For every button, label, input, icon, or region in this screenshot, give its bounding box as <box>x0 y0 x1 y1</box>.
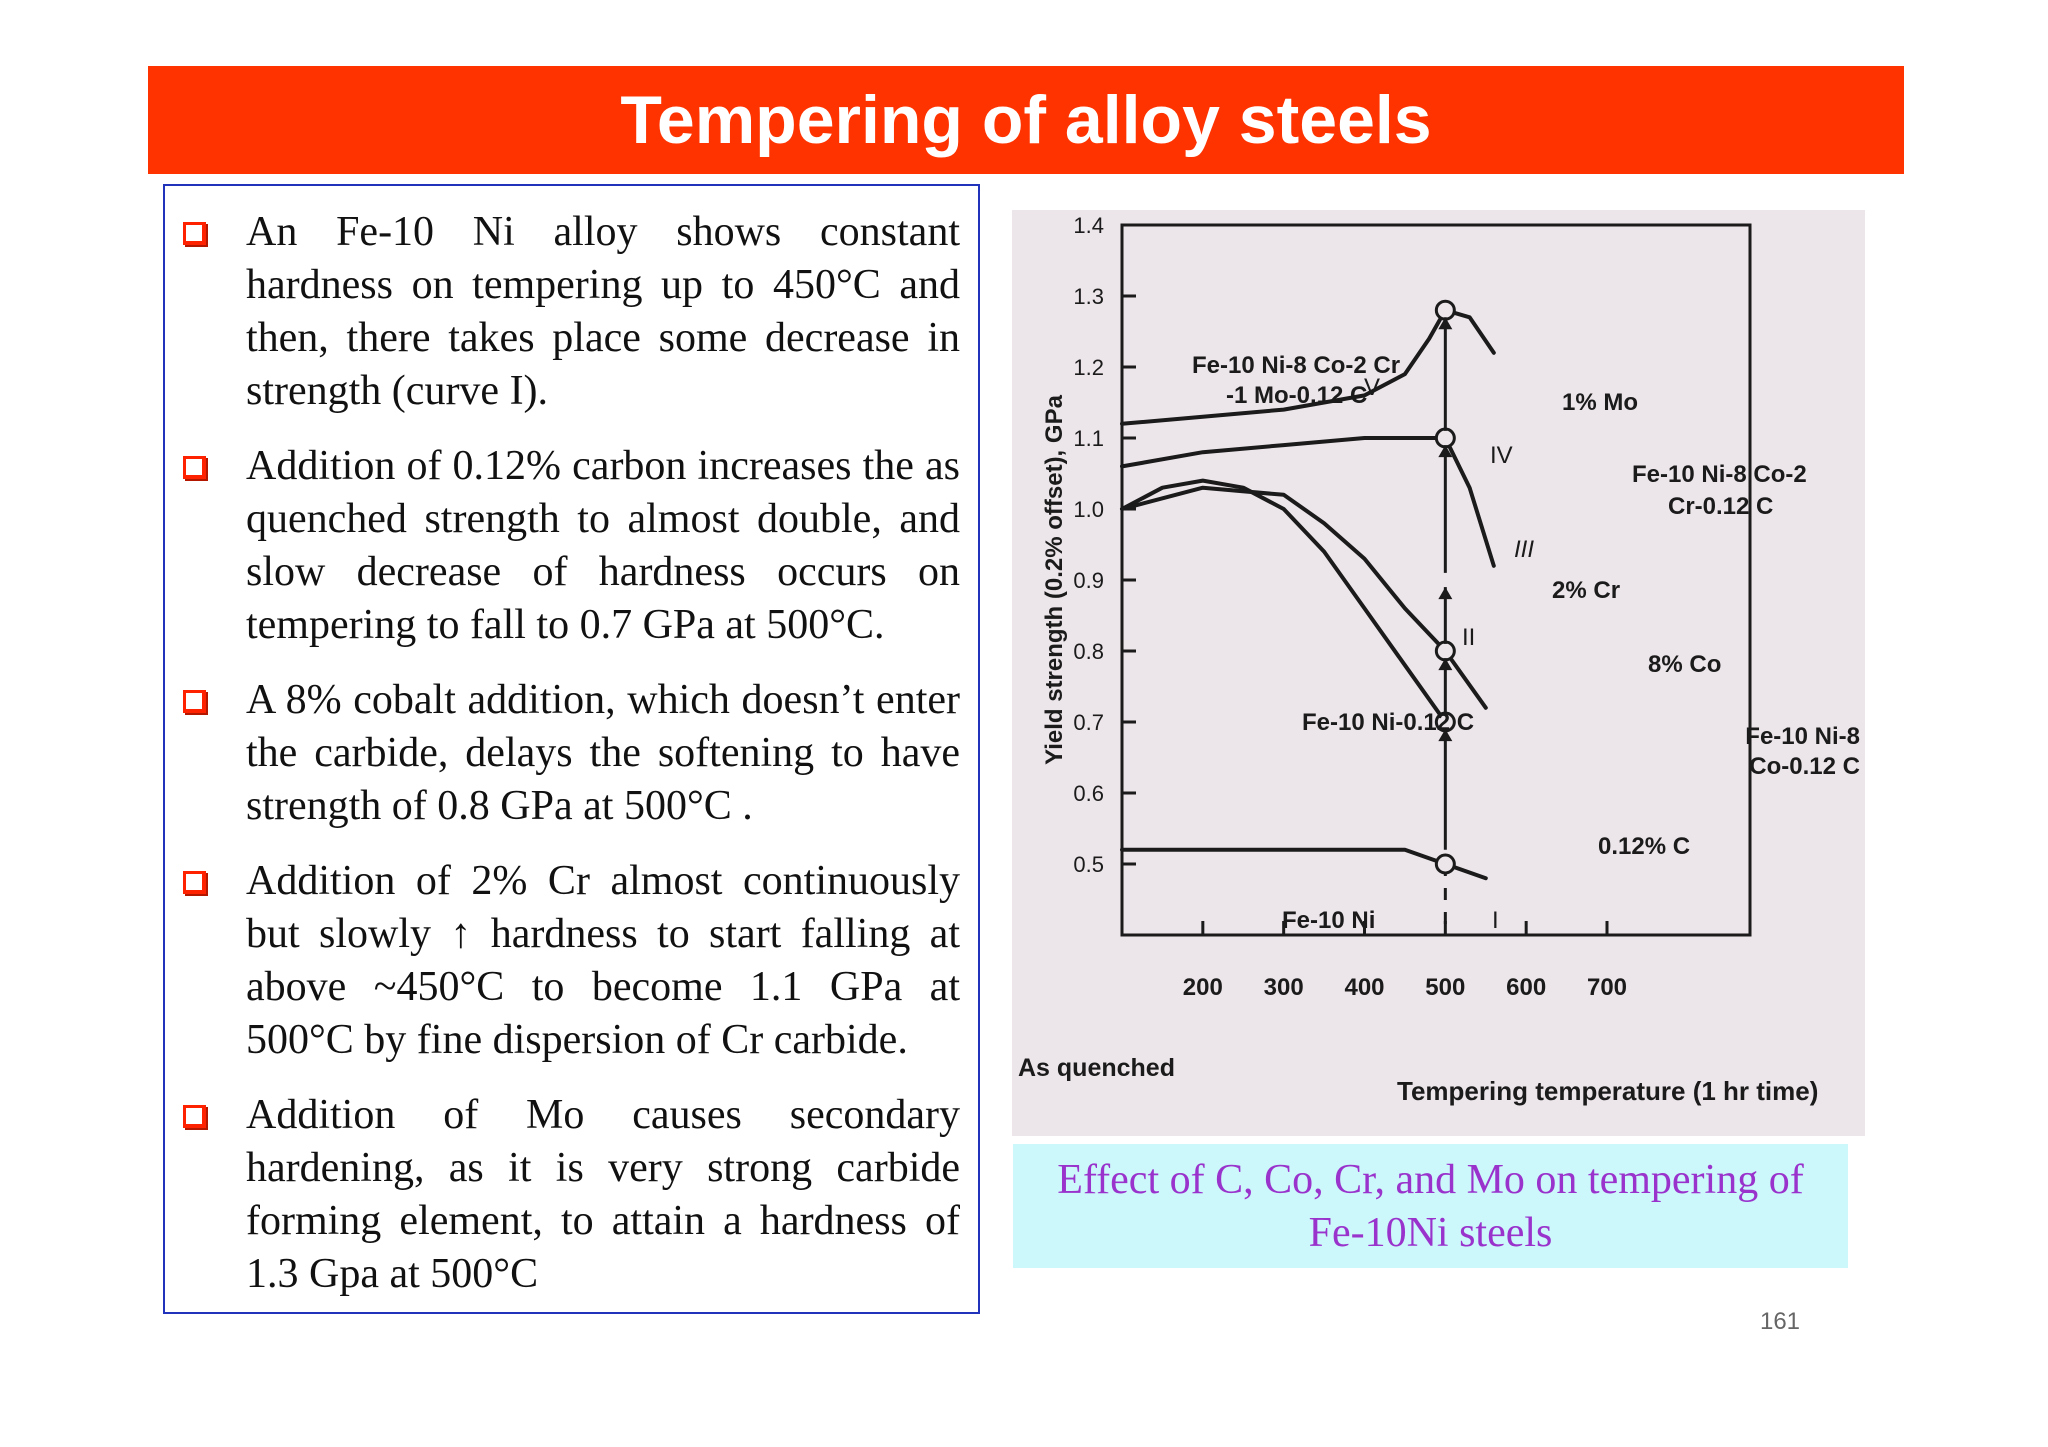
arrow-head-icon <box>1438 317 1453 330</box>
curve-label-III: III <box>1514 536 1534 563</box>
x-tick-label: 700 <box>1587 974 1627 1001</box>
x-axis-label: Tempering temperature (1 hr time) <box>1397 1076 1818 1106</box>
x-tick-label: 300 <box>1264 974 1304 1001</box>
annotation-012-c: 0.12% C <box>1598 833 1690 860</box>
series-label-fe10ni-012c: Fe-10 Ni-0.12 C <box>1302 709 1474 736</box>
bullet-item: Addition of 2% Cr almost continuously bu… <box>183 855 960 1067</box>
bullet-item: Addition of 0.12% carbon increases the a… <box>183 440 960 652</box>
bullet-text: Addition of 2% Cr almost continuously bu… <box>246 858 960 1063</box>
y-tick-label: 0.5 <box>1073 852 1104 877</box>
bullet-text: A 8% cobalt addition, which doesn’t ente… <box>246 677 960 829</box>
as-quenched-label: As quenched <box>1018 1054 1175 1082</box>
y-tick-label: 1.1 <box>1073 426 1104 451</box>
slide-title: Tempering of alloy steels <box>148 66 1904 174</box>
bullet-item: An Fe-10 Ni alloy shows constant hardnes… <box>183 206 960 418</box>
x-tick-label: 600 <box>1506 974 1546 1001</box>
page-number: 161 <box>1759 1308 1801 1335</box>
tempering-chart-figure: 0.5 0.6 0.7 0.8 0.9 1.0 1.1 1.2 1.3 1.4 200 300 400 5… <box>1012 210 1865 1136</box>
x-tick-label: 200 <box>1183 974 1223 1001</box>
curve-label-V: V <box>1364 374 1380 401</box>
arrow-head-icon <box>1438 658 1453 671</box>
y-tick-label: 1.2 <box>1073 355 1104 380</box>
series-line-V <box>1120 308 1496 426</box>
chart-frame <box>1120 223 1752 937</box>
checkbox-bullet-icon <box>183 871 206 894</box>
curve-label-II: II <box>1462 624 1475 651</box>
y-tick-label: 0.9 <box>1073 568 1104 593</box>
checkbox-bullet-icon <box>183 1105 206 1128</box>
figure-caption: Effect of C, Co, Cr, and Mo on tempering… <box>1013 1144 1848 1268</box>
series-line-IV <box>1120 436 1496 568</box>
y-tick-label: 1.4 <box>1073 213 1104 238</box>
arrow-head-icon <box>1438 587 1453 600</box>
series-label-fe10ni: Fe-10 Ni <box>1282 907 1375 934</box>
x-tick-label: 500 <box>1425 974 1465 1001</box>
checkbox-bullet-icon <box>183 456 206 479</box>
curve-label-I: I <box>1492 907 1499 934</box>
series-line-I <box>1120 847 1488 881</box>
checkbox-bullet-icon <box>183 222 206 245</box>
y-tick-label: 0.8 <box>1073 639 1104 664</box>
caption-line: Effect of C, Co, Cr, and Mo on tempering… <box>1057 1157 1804 1203</box>
series-label-co-012c: Fe-10 Ni-8 <box>1745 723 1860 750</box>
x-tick-label: 400 <box>1344 974 1384 1001</box>
series-line-III <box>1120 485 1488 710</box>
tempering-chart: 0.5 0.6 0.7 0.8 0.9 1.0 1.1 1.2 1.3 1.4 200 300 400 5… <box>1018 213 1860 1106</box>
annotation-1-mo: 1% Mo <box>1562 389 1638 416</box>
y-tick-label: 0.7 <box>1073 710 1104 735</box>
series-label-mo-012c: Fe-10 Ni-8 Co-2 Cr <box>1192 352 1400 379</box>
arrow-head-icon <box>1438 445 1453 458</box>
bullet-item: Addition of Mo causes secondary hardenin… <box>183 1089 960 1301</box>
y-axis-label: Yield strength (0.2% offset), GPa <box>1041 394 1068 764</box>
series-label-cr-012c: Fe-10 Ni-8 Co-2 <box>1632 461 1807 488</box>
bullet-item: A 8% cobalt addition, which doesn’t ente… <box>183 674 960 833</box>
annotation-8-co: 8% Co <box>1648 651 1721 678</box>
bullet-list: An Fe-10 Ni alloy shows constant hardnes… <box>163 184 980 1314</box>
series-label-cr-012c: Cr-0.12 C <box>1668 493 1773 520</box>
caption-line: Fe-10Ni steels <box>1308 1210 1553 1256</box>
series-line-II <box>1120 478 1448 724</box>
bullet-text: Addition of 0.12% carbon increases the a… <box>246 443 960 648</box>
y-tick-label: 1.0 <box>1073 497 1104 522</box>
annotation-2-cr: 2% Cr <box>1552 577 1620 604</box>
series-label-mo-012c: -1 Mo-0.12 C <box>1226 382 1367 409</box>
point-500c-IV <box>1434 427 1456 449</box>
point-500c-I <box>1434 853 1456 875</box>
series-label-co-012c: Co-0.12 C <box>1749 753 1860 780</box>
bullet-text: An Fe-10 Ni alloy shows constant hardnes… <box>246 209 960 414</box>
curve-label-IV: IV <box>1490 442 1513 469</box>
y-tick-label: 0.6 <box>1073 781 1104 806</box>
point-500c-V <box>1434 299 1456 321</box>
arrow-head-icon <box>1438 729 1453 742</box>
y-tick-label: 1.3 <box>1073 284 1104 309</box>
checkbox-bullet-icon <box>183 690 206 713</box>
bullet-text: Addition of Mo causes secondary hardenin… <box>246 1092 960 1297</box>
point-500c-III <box>1434 640 1456 662</box>
plot-border <box>1120 223 1752 937</box>
